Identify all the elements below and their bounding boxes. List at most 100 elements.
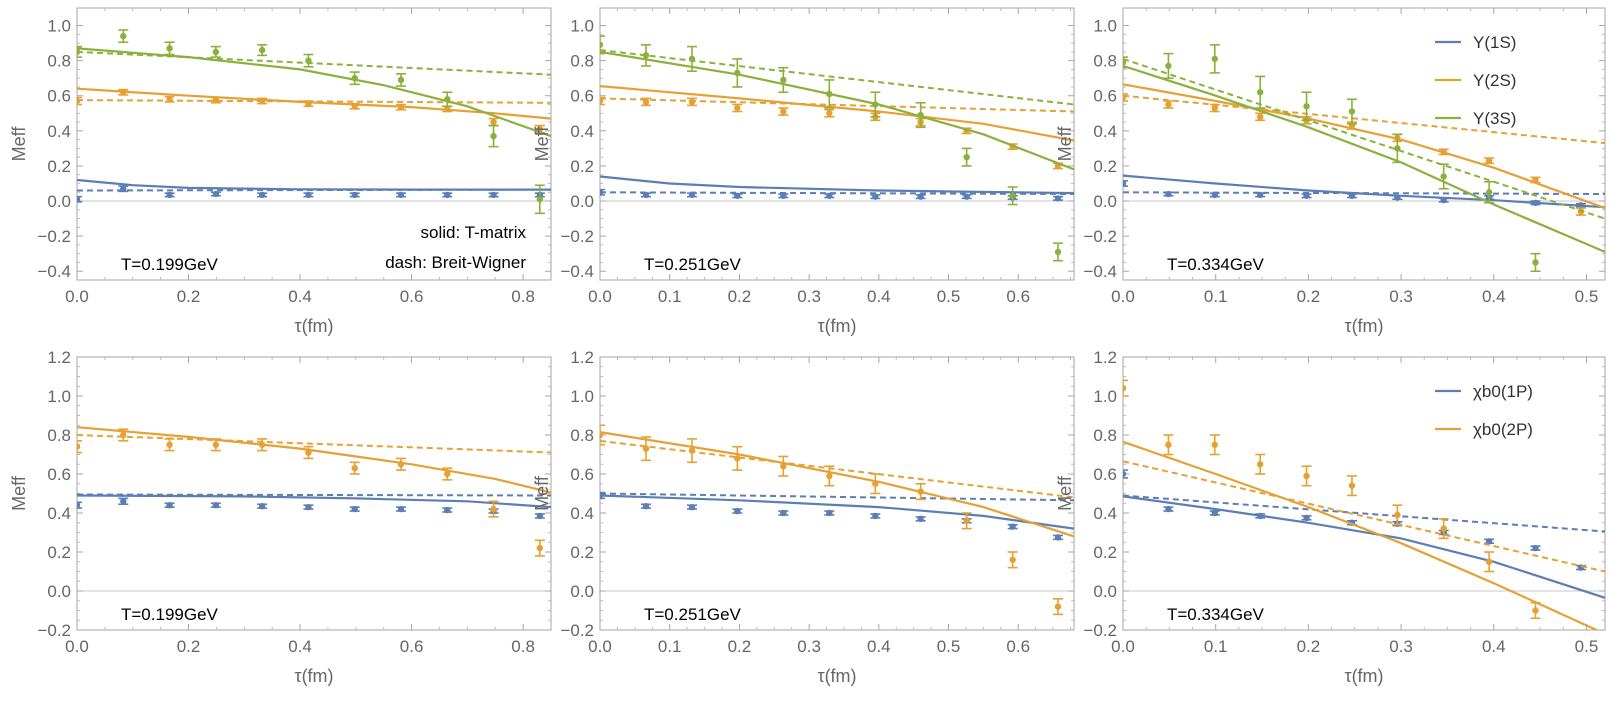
solid-curve xyxy=(1123,64,1605,253)
x-tick-label: 0.2 xyxy=(728,287,752,306)
y-tick-label: 0.4 xyxy=(570,504,594,523)
data-point xyxy=(963,193,970,200)
y-tick-label: −0.4 xyxy=(560,262,594,281)
y-tick-label: 0.2 xyxy=(47,543,71,562)
y-tick-label: 0.0 xyxy=(570,582,594,601)
x-tick-label: 0.0 xyxy=(65,637,89,656)
solid-curve xyxy=(77,87,551,120)
data-point xyxy=(1440,525,1447,532)
data-point xyxy=(1054,603,1062,610)
data-point xyxy=(166,96,173,103)
data-point xyxy=(734,69,741,77)
y-tick-label: 1.0 xyxy=(570,17,594,36)
x-tick-label: 0.6 xyxy=(1006,287,1030,306)
data-point xyxy=(1348,482,1356,489)
solid-curve xyxy=(1123,440,1600,630)
y-tick-label: 0.8 xyxy=(570,426,594,445)
panel-temperature-label: T=0.199GeV xyxy=(121,605,219,624)
data-point xyxy=(1165,62,1172,70)
y-tick-label: 0.8 xyxy=(570,52,594,71)
data-point xyxy=(490,132,497,140)
y-tick-label: 0.4 xyxy=(1093,122,1117,141)
x-tick-label: 0.5 xyxy=(1575,287,1599,306)
y-tick-label: 0.8 xyxy=(47,52,71,71)
data-point xyxy=(444,105,451,113)
data-point xyxy=(917,515,924,523)
data-point xyxy=(1123,94,1127,101)
plot-area xyxy=(600,424,1074,616)
data-point xyxy=(688,191,696,199)
plot-frame xyxy=(599,356,1075,631)
panel-temperature-label: T=0.334GeV xyxy=(1167,605,1265,624)
solid-curve xyxy=(1123,174,1605,209)
data-point xyxy=(1532,259,1539,266)
data-point xyxy=(688,447,696,454)
data-point xyxy=(120,498,127,505)
data-point xyxy=(642,191,650,199)
x-tick-label: 0.4 xyxy=(1482,287,1506,306)
data-point xyxy=(1009,192,1016,199)
series-Υ(3S) xyxy=(1123,44,1605,273)
x-tick-label: 0.4 xyxy=(288,637,312,656)
data-point xyxy=(351,191,358,199)
data-point xyxy=(120,185,127,192)
y-tick-label: 1.0 xyxy=(1093,17,1117,36)
data-point xyxy=(1485,538,1493,545)
data-point xyxy=(212,502,220,509)
data-point xyxy=(826,90,833,98)
x-tick-label: 0.3 xyxy=(797,637,821,656)
x-tick-label: 0.0 xyxy=(588,637,612,656)
y-axis-label: Meff xyxy=(532,126,552,162)
data-point xyxy=(1054,195,1062,202)
data-point xyxy=(826,509,833,517)
dashed-curve xyxy=(1123,460,1605,573)
data-point xyxy=(1303,192,1310,199)
y-tick-label: −0.2 xyxy=(37,621,71,640)
x-tick-label: 0.1 xyxy=(1204,637,1228,656)
x-tick-label: 0.8 xyxy=(511,287,535,306)
data-point xyxy=(1485,558,1493,565)
x-tick-label: 0.4 xyxy=(1482,637,1506,656)
data-point xyxy=(1123,59,1127,66)
dashed-curve xyxy=(1123,494,1605,533)
legend-label: Υ(1S) xyxy=(1473,33,1516,52)
dashed-curve xyxy=(77,493,551,497)
data-point xyxy=(120,89,127,96)
data-point xyxy=(872,193,879,200)
data-point xyxy=(1256,113,1264,121)
data-point xyxy=(397,505,405,513)
data-point xyxy=(1577,564,1585,571)
data-point xyxy=(166,45,173,52)
data-point xyxy=(734,455,741,462)
legend-label: χb0(2P) xyxy=(1473,420,1533,439)
data-point xyxy=(1123,180,1127,187)
data-point xyxy=(536,196,544,203)
data-point xyxy=(212,190,220,198)
data-point xyxy=(734,104,741,112)
data-point xyxy=(1256,191,1264,199)
series-χb0(1P) xyxy=(77,493,551,520)
data-point xyxy=(212,96,220,104)
data-point xyxy=(1303,103,1310,110)
dashed-curve xyxy=(77,99,551,104)
data-point xyxy=(1440,173,1447,180)
x-tick-label: 0.4 xyxy=(867,637,891,656)
data-point xyxy=(305,100,312,107)
x-tick-label: 0.6 xyxy=(1006,637,1030,656)
data-point xyxy=(1485,189,1493,196)
y-axis-label: Meff xyxy=(1055,475,1075,511)
y-tick-label: 0.4 xyxy=(47,122,71,141)
plot-area xyxy=(600,35,1074,262)
x-axis-label: τ(fm) xyxy=(294,666,333,686)
x-tick-label: 0.2 xyxy=(177,287,201,306)
y-tick-label: 0.8 xyxy=(47,426,71,445)
data-point xyxy=(166,441,173,448)
data-point xyxy=(444,506,451,514)
x-tick-label: 0.3 xyxy=(1389,637,1413,656)
dashed-curve xyxy=(600,97,1074,113)
data-point xyxy=(77,502,81,509)
plot-frame xyxy=(76,356,552,631)
y-tick-label: 0.6 xyxy=(570,465,594,484)
series-Υ(2S) xyxy=(600,85,1074,170)
